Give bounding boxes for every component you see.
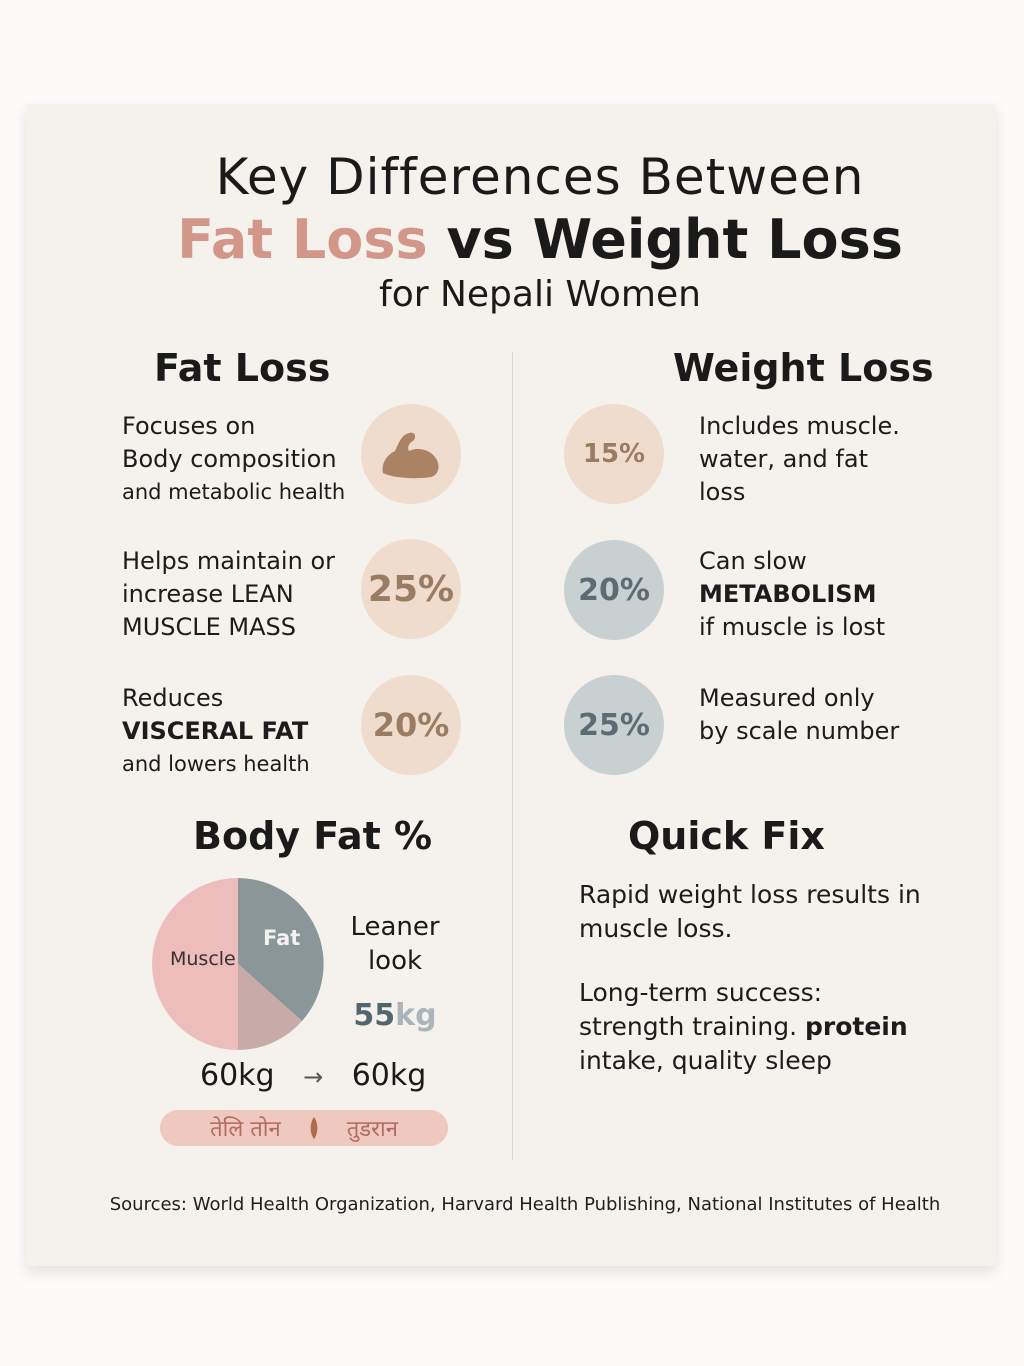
weight-loss-heading: Weight Loss [673,346,934,390]
item-line: Helps maintain or [122,547,335,575]
column-divider [512,352,513,1160]
item-line: Measured only [699,684,875,712]
weight-loss-badge-1: 15% [564,404,664,504]
item-line: loss [699,478,746,506]
weight-55kg: 55kg [340,998,450,1033]
weight-loss-badge-2: 20% [564,540,664,640]
sources-footnote: Sources: World Health Organization, Harv… [109,1194,941,1215]
item-line: MUSCLE MASS [122,613,297,641]
quick-fix-paragraph-2: Long-term success: strength training. pr… [579,976,908,1078]
item-line: METABOLISM [699,580,877,608]
item-line: and lowers health [122,752,310,776]
label-line: look [367,946,423,976]
arrow-right-icon: → [303,1063,324,1091]
title-line-1: Key Differences Between [215,148,865,206]
weight-unit: kg [395,998,437,1033]
fat-loss-badge-1 [361,404,461,504]
weight-before: 60kg [200,1058,275,1093]
infographic-card [26,104,996,1266]
pie-slice-mixed [238,964,302,1050]
weight-loss-item-3: Measured only by scale number [699,682,899,748]
body-fat-heading: Body Fat % [193,814,433,858]
pill-right-text: तुडरान [346,1117,398,1142]
pie-slice-fat [238,878,324,1021]
leaf-icon [310,1117,318,1139]
para-line: strength training. protein [579,1010,908,1044]
title-rest: vs Weight Loss [427,208,903,271]
quick-fix-heading: Quick Fix [628,814,825,858]
item-line: if muscle is lost [699,613,886,641]
item-line: Includes muscle. [699,412,900,440]
leaner-look-label: Leaner look [340,910,450,978]
label-line: Leaner [350,912,440,942]
nepali-label-pill: तेलि तोन तुडरान [160,1110,448,1146]
weight-comparison: 60kg → 60kg [200,1058,426,1093]
item-line: Reduces [122,684,224,712]
item-line: water, and fat [699,445,868,473]
item-line: by scale number [699,717,900,745]
fat-loss-heading: Fat Loss [154,346,331,390]
pie-slice-muscle [152,878,238,1050]
para-text: strength training. [579,1012,805,1041]
item-line: increase LEAN [122,580,294,608]
para-line: Rapid weight loss results in [579,880,921,909]
item-line: Can slow [699,547,807,575]
title-accent: Fat Loss [177,208,428,271]
item-line: VISCERAL FAT [122,717,309,745]
pie-label-fat: Fat [263,926,301,950]
pill-left-text: तेलि तोन [210,1117,281,1142]
fat-loss-item-1: Focuses on Body composition and metaboli… [122,410,345,509]
fat-loss-badge-2: 25% [361,539,461,639]
weight-loss-badge-3: 25% [564,675,664,775]
title-line-2: Fat Loss vs Weight Loss [0,208,1024,271]
para-bold-text: protein [805,1012,908,1041]
flexed-arm-icon [382,432,439,479]
title-line-3: for Nepali Women [379,274,701,315]
para-line: muscle loss. [579,914,733,943]
item-line: Focuses on [122,412,256,440]
fat-loss-item-2: Helps maintain or increase LEAN MUSCLE M… [122,545,335,644]
weight-after: 60kg [351,1058,427,1093]
fat-loss-item-3: Reduces VISCERAL FAT and lowers health [122,682,310,781]
para-line: Long-term success: [579,978,823,1007]
fat-loss-badge-3: 20% [361,675,461,775]
quick-fix-paragraph-1: Rapid weight loss results in muscle loss… [579,878,921,946]
weight-loss-item-2: Can slow METABOLISM if muscle is lost [699,545,885,644]
pie-label-muscle: Muscle [170,948,236,970]
weight-number: 55 [353,998,396,1033]
body-fat-pie: Muscle Fat [150,876,326,1052]
weight-loss-item-1: Includes muscle. water, and fat loss [699,410,900,509]
para-line: intake, quality sleep [579,1046,832,1075]
item-line: Body composition [122,445,337,473]
item-line: and metabolic health [122,480,346,504]
